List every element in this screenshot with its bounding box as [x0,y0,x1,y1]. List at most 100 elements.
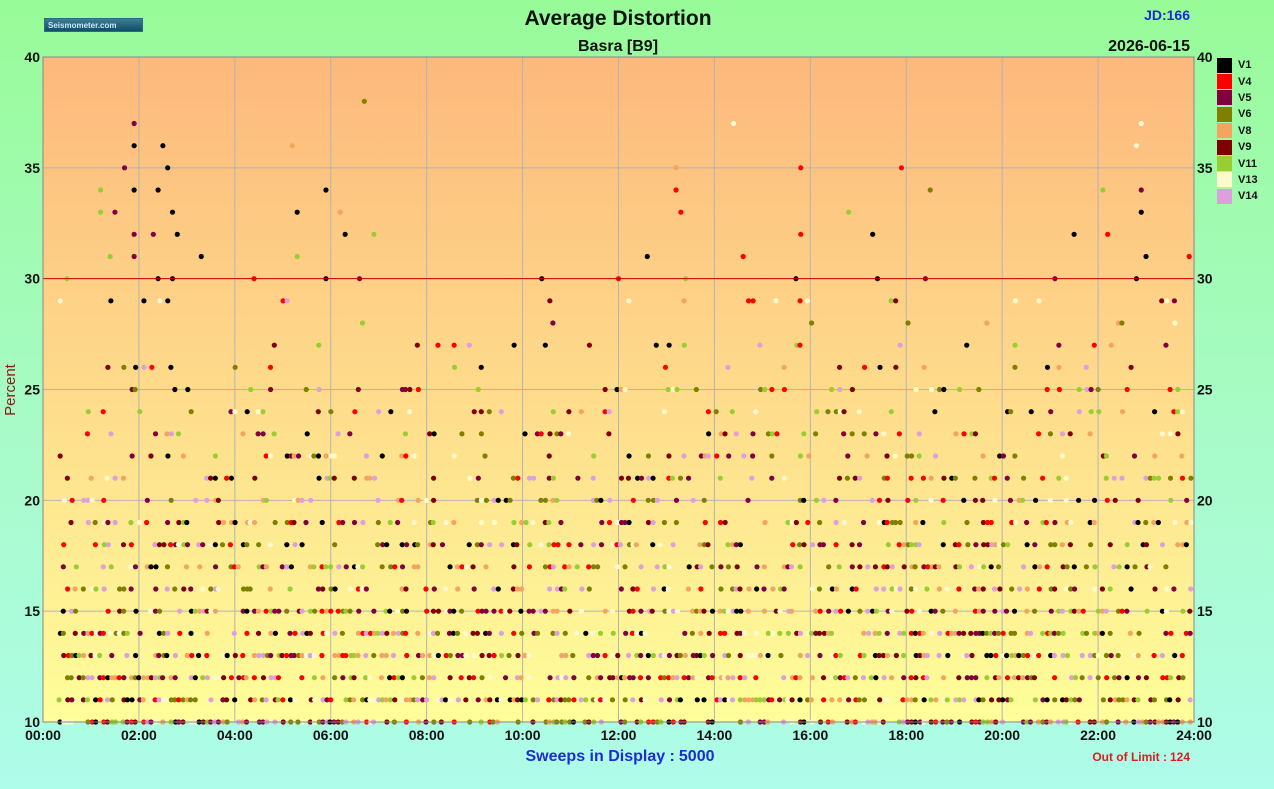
data-point-v6 [361,98,367,104]
data-point-v6 [562,697,568,703]
data-point-v4 [988,519,994,526]
data-point-v9 [307,630,313,636]
data-point-v13 [770,630,776,636]
data-point-v13 [1180,409,1186,415]
data-point-v14 [299,497,305,503]
data-point-v11 [846,209,852,215]
data-point-v14 [989,542,995,548]
data-point-v4 [319,652,325,659]
data-point-v14 [292,542,298,548]
data-point-v5 [550,320,556,326]
data-point-v11 [785,519,791,526]
data-point-v9 [515,652,521,659]
data-point-v1 [1016,652,1022,659]
data-point-v13 [661,652,667,659]
data-point-v6 [208,586,214,592]
data-point-v8 [682,652,688,659]
data-point-v11 [957,386,963,393]
data-point-v1 [316,475,322,481]
data-point-v9 [57,453,63,459]
data-point-v6 [538,497,544,503]
data-point-v14 [196,542,202,548]
data-point-v9 [487,697,493,703]
data-point-v14 [550,564,556,570]
data-point-v14 [729,697,736,703]
data-point-v5 [184,542,191,548]
data-point-v4 [722,630,728,636]
data-point-v11 [583,697,589,703]
data-point-v1 [447,564,453,570]
data-point-v5 [726,453,732,459]
data-point-v6 [1083,630,1090,636]
data-point-v13 [992,497,998,503]
data-point-v13 [1063,586,1070,592]
data-point-v8 [762,519,768,526]
data-point-v13 [977,564,983,570]
data-point-v1 [165,165,171,171]
y-tick-label-right: 35 [1197,160,1213,176]
data-point-v8 [252,697,258,703]
data-point-v5 [578,542,584,548]
data-point-v1 [184,519,190,526]
data-point-v11 [988,630,994,636]
data-point-v11 [1103,475,1109,481]
data-point-v14 [1103,608,1109,614]
data-point-v5 [956,630,962,636]
data-point-v4 [167,542,174,548]
data-point-v11 [1107,586,1113,592]
data-point-v4 [956,542,962,548]
data-point-v13 [996,542,1002,548]
data-point-v5 [160,675,166,681]
data-point-v11 [801,431,807,437]
data-point-v1 [1011,608,1018,614]
data-point-v13 [367,675,373,681]
data-point-v9 [884,453,890,459]
data-point-v14 [630,697,636,703]
logo-text: Seismometer.com [48,21,117,30]
data-point-v5 [1187,630,1193,636]
data-point-v14 [617,542,623,548]
data-point-v5 [165,519,171,526]
data-point-v13 [1095,652,1101,659]
data-point-v6 [161,630,167,636]
data-point-v11 [1180,608,1186,614]
data-point-v8 [251,519,258,526]
data-point-v14 [284,564,290,570]
data-point-v4 [956,586,962,592]
data-point-v1 [1032,564,1038,570]
data-point-v6 [892,519,899,526]
y-tick-label-right: 15 [1197,603,1213,619]
data-point-v11 [808,630,815,636]
data-point-v14 [177,608,183,614]
data-point-v14 [363,652,369,659]
data-point-v8 [861,630,867,636]
data-point-v11 [717,475,723,481]
data-point-v5 [860,519,867,526]
data-point-v13 [104,475,110,481]
data-point-v8 [761,564,767,570]
data-point-v13 [665,586,671,592]
data-point-v5 [121,675,127,681]
data-point-v1 [737,542,743,548]
data-point-v13 [593,697,600,703]
data-point-v11 [777,586,784,592]
data-point-v11 [1032,697,1038,703]
y-tick-label: 25 [24,382,40,398]
data-point-v1 [653,342,659,348]
data-point-v8 [953,431,959,437]
x-tick-label: 14:00 [697,727,733,743]
data-point-v14 [889,564,895,570]
data-point-v13 [128,564,134,570]
data-point-v9 [1107,542,1113,548]
data-point-v6 [1012,364,1018,370]
data-point-v5 [212,564,219,570]
data-point-v1 [932,409,938,415]
data-point-v9 [734,564,740,570]
data-point-v6 [1115,608,1122,614]
data-point-v9 [932,564,938,570]
data-point-v9 [260,675,267,681]
data-point-v5 [363,586,369,592]
data-point-v8 [263,564,269,570]
data-point-v1 [168,364,174,370]
data-point-v8 [320,675,326,681]
